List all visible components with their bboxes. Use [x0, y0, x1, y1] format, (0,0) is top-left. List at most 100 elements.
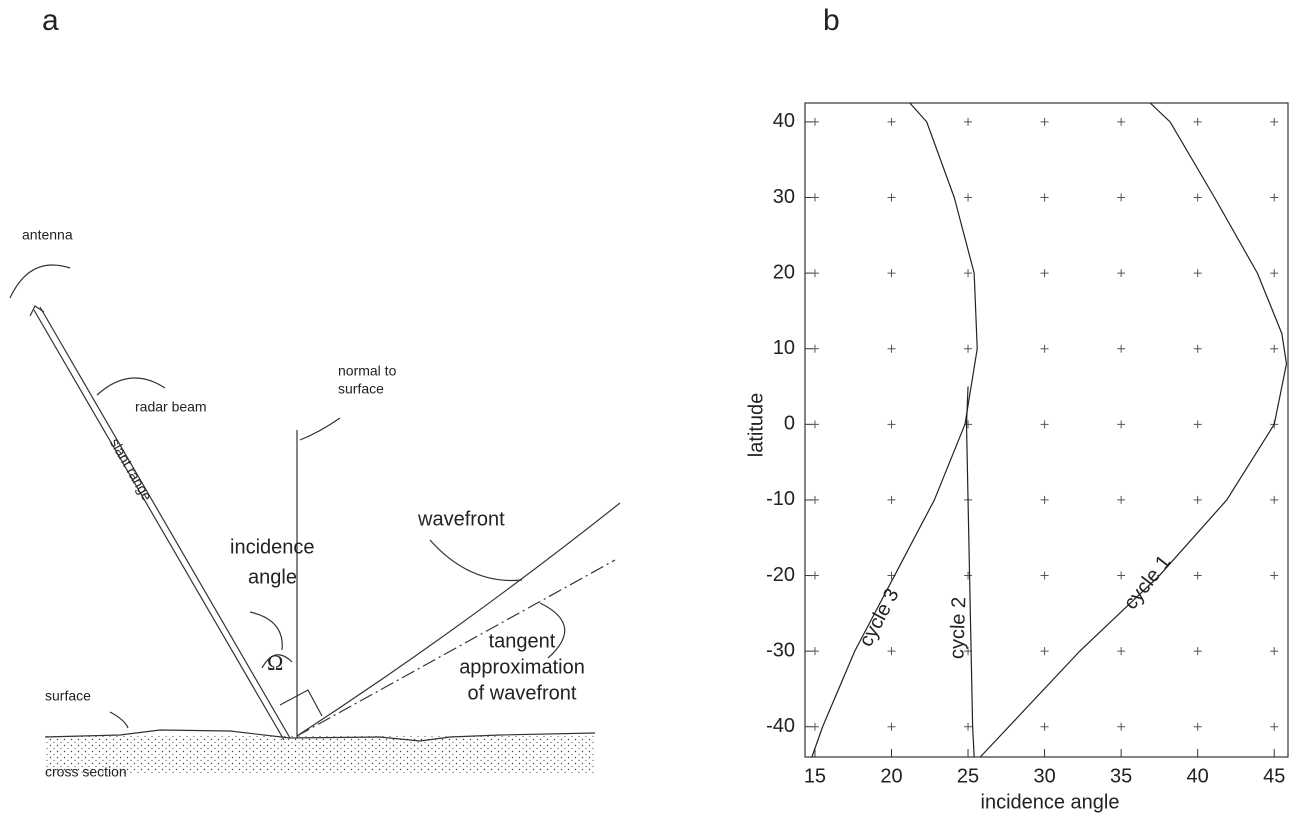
- grid-cross: [964, 118, 972, 126]
- grid-cross: [1117, 723, 1125, 731]
- label: angle: [248, 566, 297, 588]
- grid-cross: [1041, 647, 1049, 655]
- grid-cross: [887, 723, 895, 731]
- grid-cross: [887, 269, 895, 277]
- grid-cross: [1270, 647, 1278, 655]
- y-tick-label: -10: [766, 488, 795, 510]
- antenna-dish: [10, 265, 70, 298]
- x-tick-label: 40: [1187, 765, 1209, 787]
- grid-cross: [1270, 118, 1278, 126]
- chart: incidence angle latitude -40-30-20-10010…: [745, 103, 1288, 813]
- grid-cross: [811, 420, 819, 428]
- grid-cross: [964, 345, 972, 353]
- arrow: [430, 540, 522, 581]
- arrow: [97, 378, 165, 395]
- label: tangent: [489, 630, 556, 652]
- grid-cross: [811, 345, 819, 353]
- label: Ω: [267, 650, 283, 675]
- grid-cross: [1270, 496, 1278, 504]
- grid-cross: [1194, 496, 1202, 504]
- grid-cross: [1270, 572, 1278, 580]
- grid-cross: [1117, 118, 1125, 126]
- grid-cross: [1041, 496, 1049, 504]
- grid-cross: [1194, 420, 1202, 428]
- grid-cross: [811, 723, 819, 731]
- x-tick-label: 45: [1263, 765, 1285, 787]
- label: radar beam: [135, 399, 207, 415]
- series-label: cycle 1: [1120, 551, 1176, 614]
- grid-cross: [1194, 647, 1202, 655]
- y-tick-label: -30: [766, 639, 795, 661]
- grid-cross: [1041, 345, 1049, 353]
- grid-cross: [964, 194, 972, 202]
- arrow: [110, 712, 128, 728]
- grid-cross: [887, 118, 895, 126]
- grid-cross: [1117, 496, 1125, 504]
- grid-cross: [887, 496, 895, 504]
- diagram: antenna radar beam slant range normal to…: [10, 227, 620, 780]
- arrow: [250, 612, 282, 650]
- label: cross section: [45, 764, 127, 780]
- x-tick-label: 25: [957, 765, 979, 787]
- grid-cross: [811, 118, 819, 126]
- series-label: cycle 3: [855, 585, 904, 650]
- grid-cross: [811, 647, 819, 655]
- grid-cross: [1270, 345, 1278, 353]
- x-tick-label: 30: [1033, 765, 1055, 787]
- grid-cross: [1041, 118, 1049, 126]
- grid-cross: [1270, 269, 1278, 277]
- grid-cross: [887, 345, 895, 353]
- grid-cross: [964, 572, 972, 580]
- y-tick-label: 10: [773, 337, 795, 359]
- y-tick-label: 30: [773, 186, 795, 208]
- grid-cross: [1117, 420, 1125, 428]
- grid-cross: [1117, 647, 1125, 655]
- label: slant range: [107, 435, 156, 503]
- x-tick-label: 20: [880, 765, 902, 787]
- y-tick-label: 20: [773, 261, 795, 283]
- y-tick-label: -20: [766, 564, 795, 586]
- grid-cross: [1041, 194, 1049, 202]
- beam: [34, 310, 284, 740]
- grid-cross: [1117, 269, 1125, 277]
- grid-cross: [1270, 194, 1278, 202]
- series-label: cycle 2: [946, 596, 970, 659]
- arrow: [300, 418, 340, 440]
- grid-cross: [1041, 572, 1049, 580]
- label: incidence: [230, 536, 315, 558]
- x-axis-label: incidence angle: [981, 791, 1120, 813]
- grid-cross: [811, 194, 819, 202]
- grid-cross: [811, 572, 819, 580]
- x-tick-label: 35: [1110, 765, 1132, 787]
- grid-cross: [1041, 269, 1049, 277]
- grid-cross: [887, 420, 895, 428]
- grid-cross: [1117, 194, 1125, 202]
- right-angle: [280, 690, 322, 716]
- label: antenna: [22, 227, 73, 243]
- tangent: [297, 560, 615, 736]
- y-tick-label: 40: [773, 110, 795, 132]
- y-tick-label: -40: [766, 715, 795, 737]
- panel-label: b: [823, 4, 840, 37]
- curve: [980, 103, 1286, 757]
- label: of wavefront: [468, 682, 577, 704]
- panel-label: a: [42, 4, 59, 37]
- ground: [45, 735, 595, 773]
- label: normal to: [338, 363, 397, 379]
- x-tick-label: 15: [804, 765, 826, 787]
- grid-cross: [1194, 269, 1202, 277]
- grid-cross: [1194, 572, 1202, 580]
- y-tick-label: 0: [784, 413, 795, 435]
- label: surface: [338, 381, 384, 397]
- grid-cross: [1117, 345, 1125, 353]
- grid-cross: [1041, 723, 1049, 731]
- grid-cross: [1194, 345, 1202, 353]
- label: surface: [45, 688, 91, 704]
- label: wavefront: [417, 508, 505, 530]
- grid-cross: [964, 269, 972, 277]
- beam: [40, 307, 290, 738]
- grid-cross: [811, 269, 819, 277]
- grid-cross: [964, 723, 972, 731]
- grid-cross: [811, 496, 819, 504]
- grid-cross: [887, 194, 895, 202]
